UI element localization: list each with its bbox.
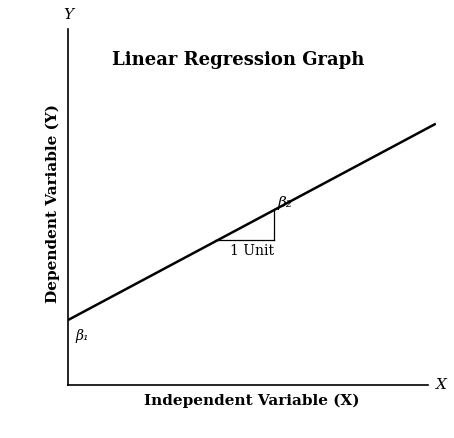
Text: X: X (436, 378, 447, 392)
Text: 1 Unit: 1 Unit (230, 244, 274, 258)
Y-axis label: Dependent Variable (Y): Dependent Variable (Y) (45, 104, 60, 303)
X-axis label: Independent Variable (X): Independent Variable (X) (144, 394, 360, 408)
Text: Y: Y (63, 8, 73, 22)
Text: β₁: β₁ (75, 329, 89, 343)
Text: β₂: β₂ (278, 196, 293, 210)
Text: Linear Regression Graph: Linear Regression Graph (112, 51, 365, 69)
